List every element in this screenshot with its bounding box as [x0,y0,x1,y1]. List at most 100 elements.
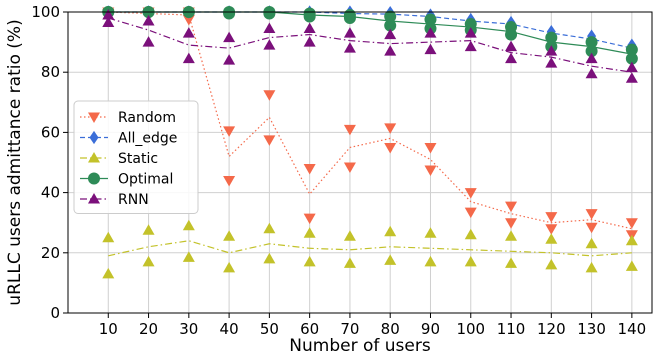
data-point-rnn [102,9,115,20]
data-point-static [384,225,397,237]
data-point-rnn [505,52,518,64]
data-point-static [102,267,115,279]
x-axis-label: Number of users [289,336,431,355]
legend-label-all-edge: All_edge [118,131,177,147]
legend-marker-random [88,112,100,123]
data-point-static [585,261,598,273]
data-point-rnn [505,40,518,52]
legend-label-rnn: RNN [118,192,149,208]
data-point-random [303,213,316,225]
data-point-static [505,257,518,268]
data-point-rnn [223,54,236,65]
data-point-random [585,222,598,234]
legend-box [73,100,199,214]
data-point-random [545,212,558,223]
data-point-static [223,261,236,273]
data-point-rnn [303,36,316,47]
data-point-optimal [585,45,598,58]
data-point-random [263,90,276,101]
data-point-optimal [223,7,236,20]
x-tick-label: 90 [421,320,440,338]
data-point-random [625,218,638,229]
data-point-static [505,230,518,241]
data-point-rnn [142,15,155,26]
data-point-rnn [625,72,638,83]
data-point-rnn [223,31,236,43]
data-point-static [343,257,356,268]
x-tick-label: 60 [300,320,319,338]
data-point-random [343,162,356,174]
data-point-random [424,165,437,177]
data-point-optimal [505,28,518,41]
data-point-optimal [625,52,638,65]
legend: Random All_edge Static Optimal RNN [73,100,199,214]
data-point-static [625,260,638,271]
series-line-random [108,11,632,230]
x-tick-label: 100 [456,320,485,338]
data-point-static [585,237,598,249]
data-point-rnn [343,42,356,53]
data-point-rnn [464,40,477,52]
legend-marker-static [88,152,100,163]
data-point-static [464,228,477,240]
data-point-static [303,227,316,238]
x-tick-label: 10 [99,320,118,338]
data-point-rnn [424,43,437,55]
data-point-rnn [303,22,316,34]
data-point-static [182,251,195,262]
x-tick-label: 140 [618,320,647,338]
data-point-static [223,230,236,241]
data-point-static [424,255,437,267]
legend-marker-all-edge [89,130,99,145]
y-tick-label: 80 [41,63,60,81]
data-point-rnn [424,27,437,38]
data-point-rnn [263,22,276,34]
x-tick-label: 40 [220,320,239,338]
data-point-static [263,252,276,264]
data-point-static [263,222,276,234]
data-point-rnn [182,52,195,64]
data-point-random [182,15,195,26]
data-point-rnn [625,61,638,73]
y-tick-label: 0 [50,304,60,322]
x-tick-label: 50 [260,320,279,338]
data-point-rnn [102,16,115,28]
series-line-static [108,240,632,257]
data-point-random [384,123,397,134]
data-point-optimal [384,19,397,32]
data-point-random [263,135,276,146]
data-point-rnn [384,45,397,56]
data-point-optimal [545,31,558,44]
data-point-static [142,255,155,267]
data-point-static [545,258,558,270]
data-point-rnn [585,52,598,64]
data-point-optimal [384,10,397,23]
data-point-random [223,126,236,137]
x-tick-label: 120 [537,320,566,338]
data-point-rnn [263,39,276,50]
data-point-static [343,230,356,241]
data-point-random [384,142,397,154]
legend-label-static: Static [118,151,158,167]
data-point-random [343,124,356,136]
x-tick-label: 20 [139,320,158,338]
data-point-optimal [625,43,638,56]
data-point-rnn [585,67,598,79]
x-tick-label: 70 [340,320,359,338]
data-point-random [424,142,437,154]
y-tick-label: 100 [31,3,60,21]
y-tick-label: 60 [41,123,60,141]
data-point-rnn [142,36,155,47]
data-point-random [464,188,477,199]
data-point-rnn [343,27,356,38]
data-point-static [424,227,437,238]
data-point-random [505,218,518,229]
data-point-static [182,219,195,231]
data-point-rnn [384,28,397,40]
plot-frame [67,11,653,314]
data-point-static [625,234,638,246]
series-markers [102,5,638,279]
x-tick-label: 130 [577,320,606,338]
y-axis-label: uRLLC users admittance ratio (%) [5,19,25,305]
